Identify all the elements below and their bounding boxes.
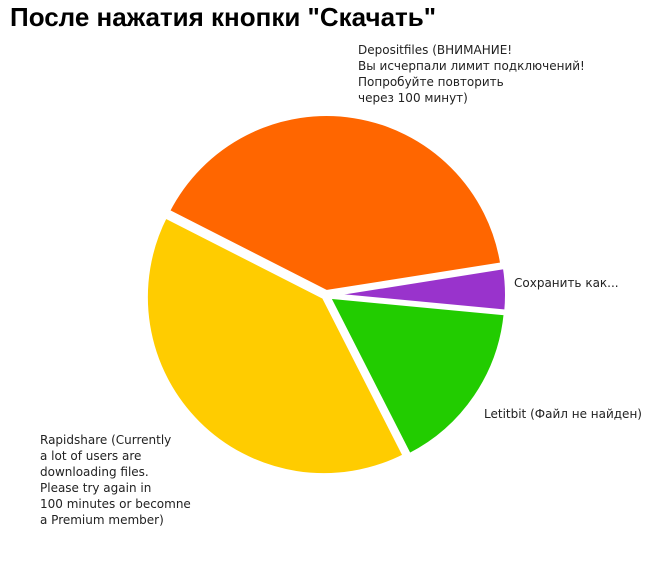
slice-label: Сохранить как... — [514, 276, 619, 290]
pie-slice — [165, 112, 505, 295]
pie-slice — [326, 294, 508, 458]
pie-slice — [143, 214, 407, 478]
chart-title: После нажатия кнопки "Скачать" — [10, 2, 437, 32]
slice-label: Depositfiles (ВНИМАНИЕ! Вы исчерпали лим… — [358, 43, 585, 105]
slice-label: Letitbit (Файл не найден) — [484, 407, 642, 421]
slice-label: Rapidshare (Currently a lot of users are… — [40, 433, 191, 527]
